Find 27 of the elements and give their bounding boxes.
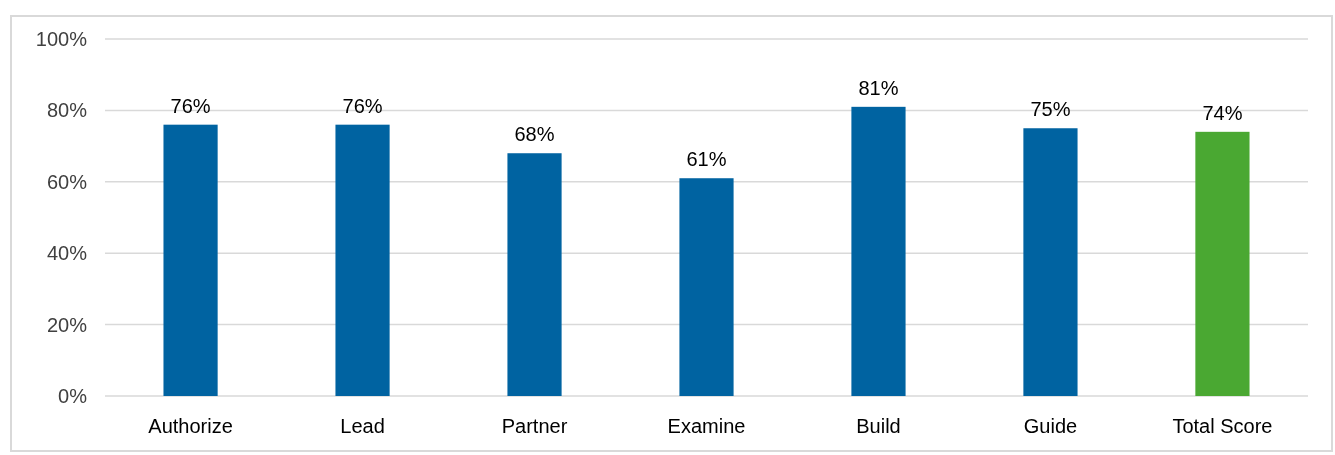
x-tick-label: Partner xyxy=(501,415,568,437)
data-label: 61% xyxy=(686,148,727,171)
data-label: 75% xyxy=(1030,98,1071,121)
y-tick-label: 40% xyxy=(46,242,88,265)
y-tick-label: 0% xyxy=(58,385,88,407)
y-tick-label: 20% xyxy=(46,313,88,336)
x-tick-label: Examine xyxy=(667,415,746,437)
bar xyxy=(1195,131,1250,396)
data-label: 74% xyxy=(1202,101,1243,124)
x-tick-label: Guide xyxy=(1023,415,1078,437)
bar xyxy=(679,178,734,396)
x-tick-label: Build xyxy=(856,415,901,437)
x-tick-label: Authorize xyxy=(148,415,233,437)
bar xyxy=(1023,128,1078,396)
data-label: 76% xyxy=(170,94,211,117)
y-tick-label: 100% xyxy=(35,28,88,50)
bar xyxy=(507,153,562,396)
bar xyxy=(335,124,390,396)
bar xyxy=(163,124,218,396)
x-tick-label: Lead xyxy=(340,415,385,437)
data-label: 76% xyxy=(342,94,383,117)
y-tick-label: 60% xyxy=(46,170,88,193)
y-tick-label: 80% xyxy=(46,99,88,122)
data-label: 81% xyxy=(858,76,899,99)
bar xyxy=(851,106,906,396)
data-label: 68% xyxy=(514,123,555,146)
x-tick-label: Total Score xyxy=(1172,415,1273,437)
